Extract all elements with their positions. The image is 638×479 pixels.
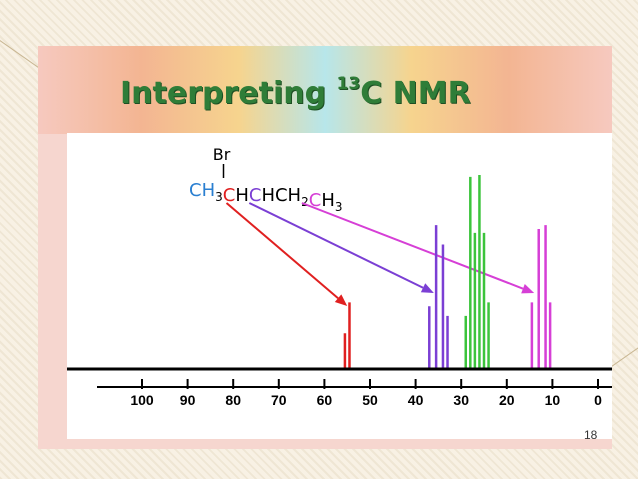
title-tail: C NMR <box>360 76 471 111</box>
slide-title: Interpreting 13C NMR <box>120 74 471 111</box>
arrow-head <box>334 294 348 306</box>
tick-label: 50 <box>362 392 378 408</box>
page-number: 18 <box>584 428 598 442</box>
arrow-line <box>225 202 339 299</box>
formula-group: C <box>309 190 322 211</box>
tick-label: 70 <box>271 392 287 408</box>
bromine-label: Br <box>213 145 231 164</box>
title-band <box>38 46 612 134</box>
formula-subscript: 3 <box>335 200 343 214</box>
tick-label: 30 <box>453 392 469 408</box>
tick-label: 10 <box>545 392 561 408</box>
slide: Interpreting 13C NMR CH3CHCHCH2CH3 Br 100… <box>38 46 612 449</box>
formula-group: CH <box>189 180 215 201</box>
formula-group: H <box>235 185 249 206</box>
spectrum-peaks <box>343 175 552 368</box>
tick-label: 90 <box>180 392 196 408</box>
formula-group: C <box>249 185 262 206</box>
formula: CH3CHCHCH2CH3 <box>189 180 343 214</box>
tick-label: 100 <box>130 392 154 408</box>
formula-subscript: 2 <box>301 195 309 209</box>
ppm-axis: 100 90 80 70 60 50 40 30 20 10 0 <box>67 367 612 408</box>
tick-label: 20 <box>499 392 515 408</box>
tick-label: 80 <box>225 392 241 408</box>
tick-label: 0 <box>594 392 602 408</box>
formula-subscript: 3 <box>215 190 223 204</box>
arrow-head <box>521 284 535 294</box>
peak-arrows <box>225 202 535 306</box>
arrow-head <box>420 283 434 293</box>
tick-label: 40 <box>408 392 424 408</box>
nmr-chart-panel: CH3CHCHCH2CH3 Br 100 90 80 70 60 50 40 30 20 10 0 <box>67 133 612 439</box>
title-text: Interpreting <box>120 76 337 111</box>
title-superscript: 13 <box>336 74 361 94</box>
tick-label: 60 <box>317 392 333 408</box>
arrow-line <box>248 202 424 289</box>
arrow-line <box>301 202 524 290</box>
formula-group: C <box>223 185 236 206</box>
formula-group: HCH <box>261 185 301 206</box>
formula-group: H <box>321 190 335 211</box>
